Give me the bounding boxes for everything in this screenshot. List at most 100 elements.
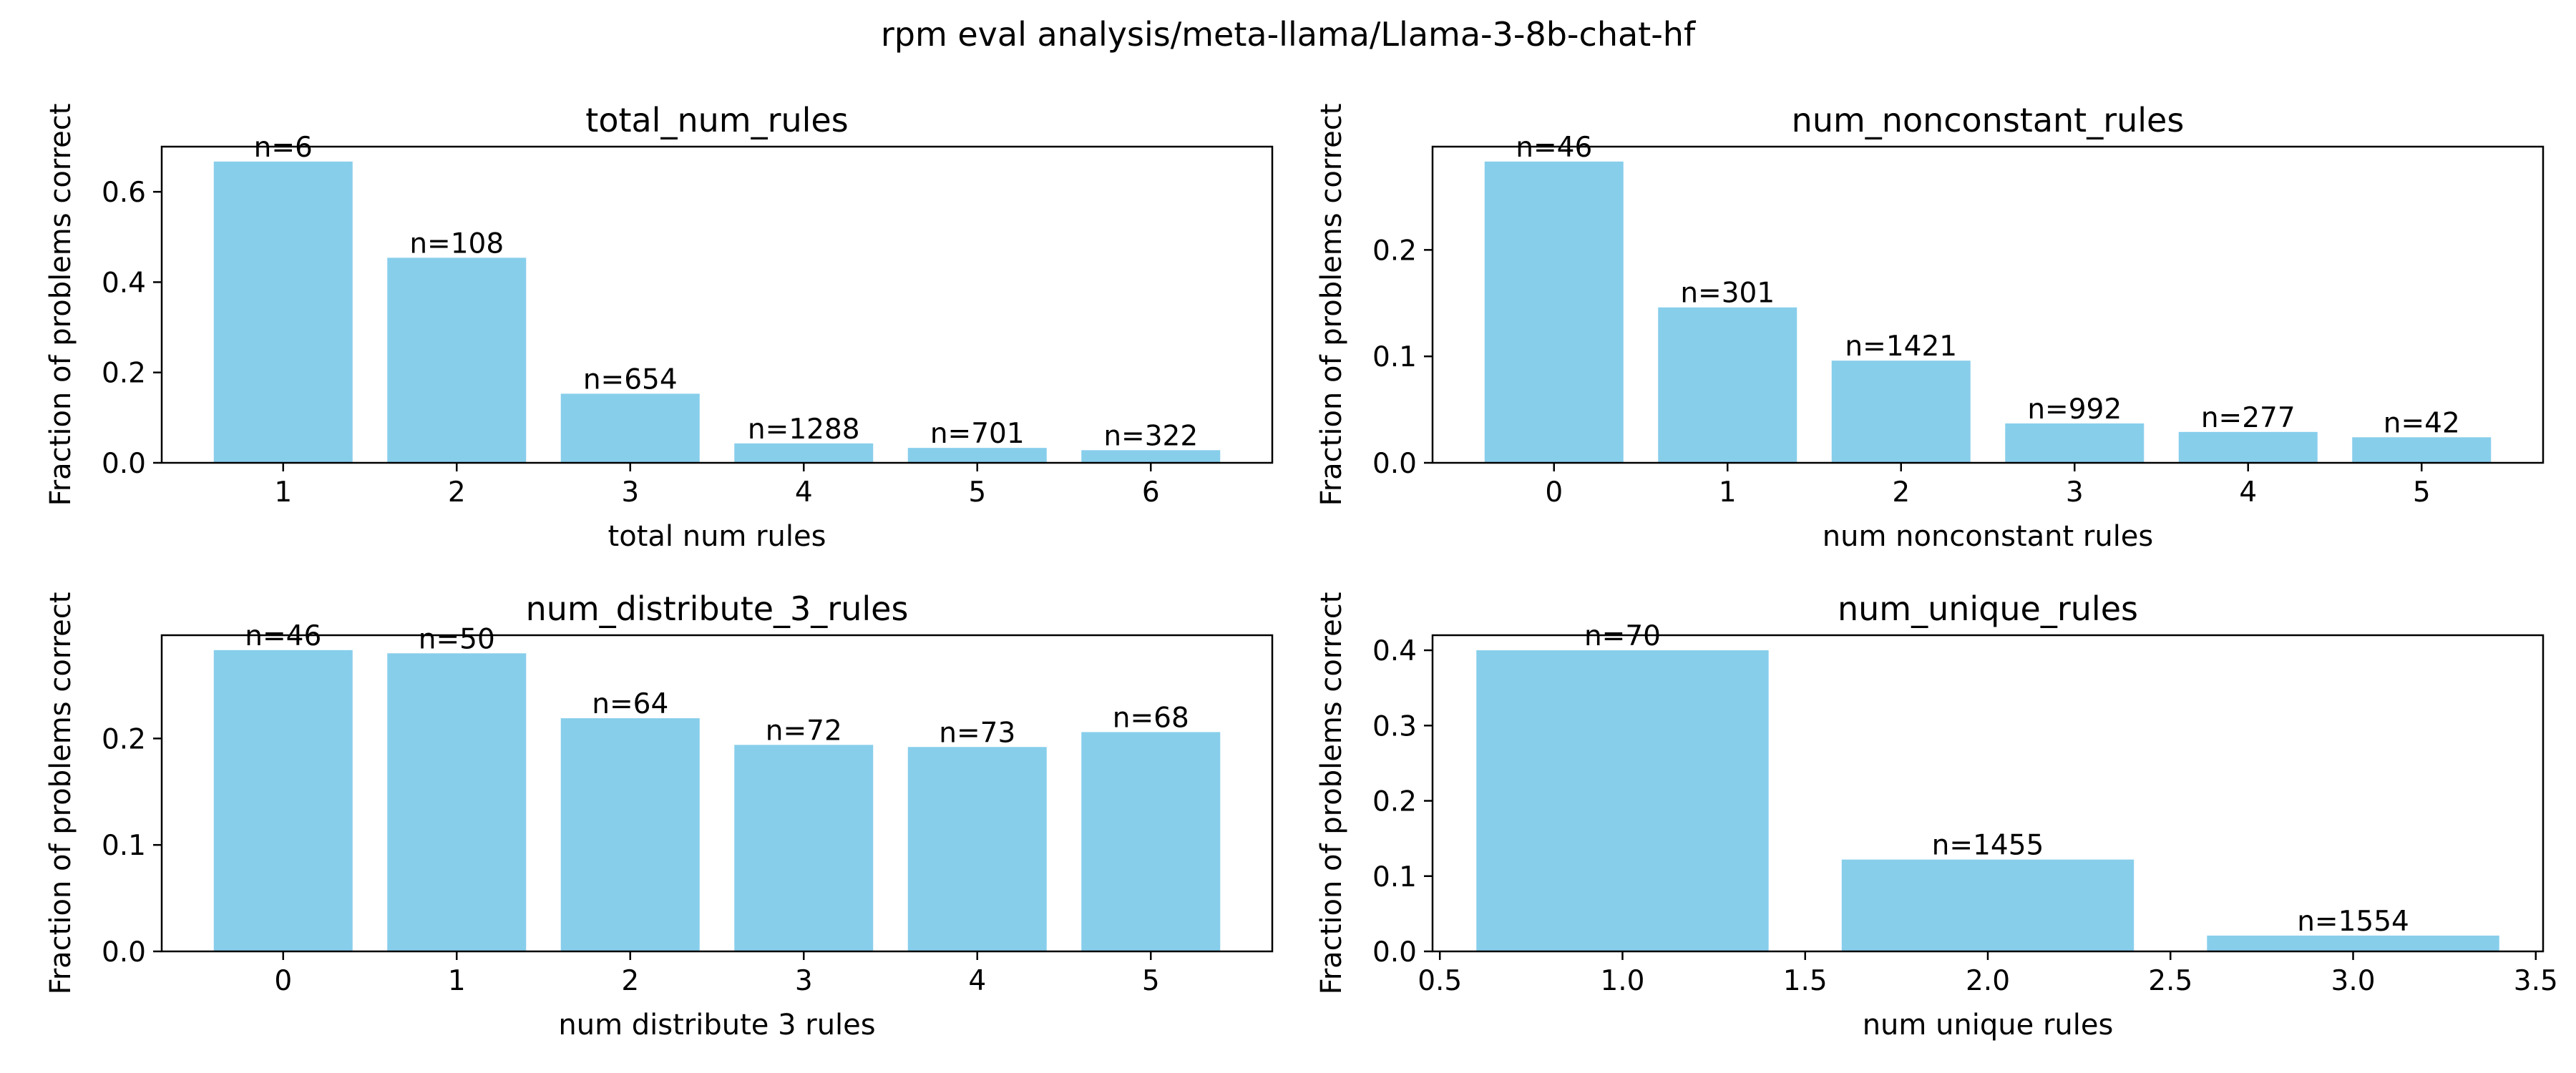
chart-3-x-tick-label-3: 2: [621, 965, 639, 997]
chart-1-bar-label-3: n=654: [583, 363, 678, 396]
chart-3-bar-label-3: n=64: [592, 688, 668, 720]
chart-2: n=46 n=301 n=1421 n=992 n=277 n=42 0 1 2 3 4 5 0.0 0.…: [1315, 101, 2545, 553]
chart-1-bar-6: [1081, 450, 1221, 463]
chart-4-x-tick-label-5: 2.5: [2148, 965, 2192, 997]
chart-2-bar-label-4: n=992: [2027, 393, 2122, 426]
chart-1-x-tick-label-3: 3: [621, 476, 639, 509]
chart-4-y-tick-label-5: 0.4: [1372, 635, 1417, 667]
figure-title: rpm eval analysis/meta-llama/Llama-3-8b-…: [881, 15, 1697, 54]
chart-2-x-tick-label-3: 2: [1892, 476, 1910, 509]
chart-2-y-tick-label-2: 0.1: [1372, 341, 1417, 373]
chart-4-x-tick-label-7: 3.5: [2514, 965, 2558, 997]
chart-1: n=6 n=108 n=654 n=1288 n=701 n=322 1 2 3 4 5 6 0.0 0.…: [44, 101, 1274, 553]
chart-3-bar-label-4: n=72: [766, 715, 842, 747]
chart-1-bar-label-4: n=1288: [748, 413, 860, 446]
chart-2-bar-label-6: n=42: [2384, 407, 2460, 439]
chart-3-x-tick-label-5: 4: [968, 965, 986, 997]
chart-2-bar-3: [1831, 361, 1971, 463]
chart-3-x-tick-label-6: 5: [1142, 965, 1160, 997]
chart-4-x-tick-label-1: 0.5: [1418, 965, 1462, 997]
chart-4-bar-3: [2207, 935, 2499, 951]
chart-1-x-tick-label-4: 4: [795, 476, 813, 509]
chart-2-title: num_nonconstant_rules: [1792, 101, 2185, 139]
chart-3-y-tick-label-3: 0.2: [102, 723, 146, 755]
chart-1-bar-label-1: n=6: [254, 132, 313, 164]
chart-2-bar-6: [2352, 437, 2492, 463]
chart-1-title: total_num_rules: [585, 101, 848, 139]
chart-1-y-axis-label: Fraction of problems correct: [44, 104, 77, 506]
chart-4-bar-1: [1476, 650, 1769, 951]
chart-4-x-axis-label: num unique rules: [1863, 1009, 2114, 1042]
chart-3-title: num_distribute_3_rules: [526, 589, 909, 628]
chart-4-y-tick-label-4: 0.3: [1372, 710, 1417, 743]
chart-3: n=46 n=50 n=64 n=72 n=73 n=68 0 1 2 3 4 5 0.0 0.1 0.2 n…: [44, 589, 1274, 1042]
chart-1-x-tick-label-5: 5: [968, 476, 986, 509]
chart-2-x-tick-label-6: 5: [2413, 476, 2431, 509]
chart-2-bar-4: [2005, 423, 2145, 463]
chart-3-bar-label-2: n=50: [419, 623, 495, 655]
chart-4-bar-label-1: n=70: [1584, 620, 1661, 652]
chart-4-x-tick-label-6: 3.0: [2331, 965, 2376, 997]
chart-1-bar-label-6: n=322: [1103, 420, 1198, 452]
chart-3-y-tick-label-2: 0.1: [102, 830, 146, 862]
chart-3-bar-1: [213, 650, 353, 951]
chart-1-axes-frame: [160, 145, 1274, 464]
chart-1-bar-2: [387, 258, 527, 463]
chart-3-x-axis-label: num distribute 3 rules: [558, 1009, 875, 1042]
chart-3-bar-5: [907, 747, 1047, 951]
chart-4-y-tick-label-2: 0.1: [1372, 861, 1417, 893]
chart-4-x-tick-label-2: 1.0: [1600, 965, 1644, 997]
chart-1-y-tick-label-3: 0.4: [102, 267, 146, 299]
chart-4-y-tick-label-1: 0.0: [1372, 936, 1417, 969]
chart-2-x-axis-label: num nonconstant rules: [1823, 520, 2154, 553]
chart-2-x-tick-label-4: 3: [2066, 476, 2084, 509]
chart-4: n=70 n=1455 n=1554 0.5 1.0 1.5 2.0 2.5 3.0 3.5 0.0…: [1315, 589, 2558, 1042]
chart-3-bar-label-5: n=73: [939, 717, 1015, 749]
chart-3-bar-3: [560, 718, 700, 951]
chart-4-x-tick-label-4: 2.0: [1966, 965, 2010, 997]
chart-3-bar-4: [734, 745, 874, 951]
chart-2-axes-frame: [1431, 145, 2545, 464]
chart-1-x-tick-label-6: 6: [1142, 476, 1160, 509]
chart-3-bar-2: [387, 653, 527, 951]
chart-4-y-axis-label: Fraction of problems correct: [1315, 592, 1348, 995]
chart-4-x-tick-label-3: 1.5: [1783, 965, 1828, 997]
chart-1-bar-4: [734, 443, 874, 463]
chart-3-bar-6: [1081, 732, 1221, 951]
chart-2-y-tick-label-1: 0.0: [1372, 448, 1417, 480]
chart-3-y-axis-label: Fraction of problems correct: [44, 592, 77, 995]
chart-2-bar-label-5: n=277: [2201, 402, 2296, 434]
chart-1-y-tick-label-2: 0.2: [102, 358, 146, 390]
chart-2-bar-5: [2178, 431, 2318, 463]
chart-1-y-tick-label-4: 0.6: [102, 177, 146, 209]
chart-3-bar-label-6: n=68: [1113, 702, 1189, 734]
chart-1-x-tick-label-2: 2: [448, 476, 466, 509]
chart-3-bar-label-1: n=46: [245, 620, 321, 652]
chart-1-bar-1: [213, 161, 353, 463]
chart-1-bar-label-5: n=701: [930, 418, 1025, 450]
chart-1-bar-label-2: n=108: [409, 227, 504, 260]
chart-2-bar-label-1: n=46: [1516, 132, 1592, 164]
chart-2-bar-label-2: n=301: [1680, 278, 1775, 310]
chart-4-title: num_unique_rules: [1838, 589, 2138, 628]
chart-4-y-tick-label-3: 0.2: [1372, 786, 1417, 818]
chart-2-y-axis-label: Fraction of problems correct: [1315, 104, 1348, 506]
chart-1-x-tick-label-1: 1: [274, 476, 292, 509]
chart-2-x-tick-label-2: 1: [1719, 476, 1737, 509]
chart-3-x-tick-label-4: 3: [795, 965, 813, 997]
chart-4-bar-label-3: n=1554: [2297, 906, 2409, 938]
chart-2-x-tick-label-5: 4: [2239, 476, 2257, 509]
chart-4-bar-2: [1841, 859, 2135, 951]
chart-2-y-tick-label-3: 0.2: [1372, 235, 1417, 267]
chart-1-x-axis-label: total num rules: [608, 520, 826, 553]
chart-1-y-tick-label-1: 0.0: [102, 448, 146, 480]
chart-1-bar-5: [907, 448, 1047, 463]
chart-2-bar-1: [1484, 161, 1624, 463]
chart-3-x-tick-label-2: 1: [448, 965, 466, 997]
chart-2-bar-label-3: n=1421: [1845, 330, 1957, 363]
chart-3-axes-frame: [160, 634, 1274, 953]
chart-2-x-tick-label-1: 0: [1545, 476, 1563, 509]
chart-3-y-tick-label-1: 0.0: [102, 936, 146, 969]
